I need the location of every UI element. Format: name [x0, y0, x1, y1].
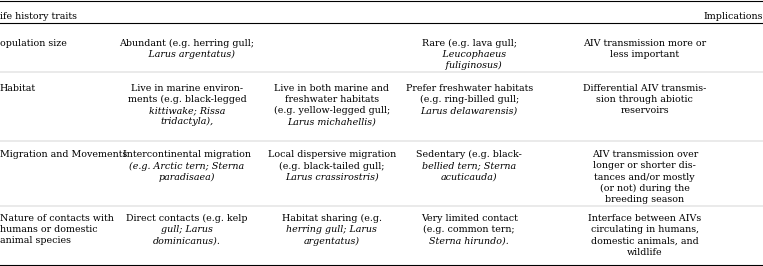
- Text: (e.g. black-tailed gull;: (e.g. black-tailed gull;: [279, 161, 385, 171]
- Text: Very limited contact: Very limited contact: [421, 214, 517, 223]
- Text: Direct contacts (e.g. kelp: Direct contacts (e.g. kelp: [126, 214, 248, 223]
- Text: ments (e.g. black-legged: ments (e.g. black-legged: [127, 95, 246, 104]
- Text: breeding season: breeding season: [605, 195, 684, 204]
- Text: domestic animals, and: domestic animals, and: [591, 236, 699, 246]
- Text: reservoirs: reservoirs: [620, 106, 669, 115]
- Text: Differential AIV transmis-: Differential AIV transmis-: [583, 84, 707, 93]
- Text: longer or shorter dis-: longer or shorter dis-: [594, 161, 696, 171]
- Text: paradisaea): paradisaea): [159, 173, 215, 182]
- Text: Sedentary (e.g. black-: Sedentary (e.g. black-: [417, 150, 522, 159]
- Text: animal species: animal species: [0, 236, 71, 246]
- Text: sion through abiotic: sion through abiotic: [597, 95, 693, 104]
- Text: Habitat: Habitat: [0, 84, 36, 93]
- Text: Live in both marine and: Live in both marine and: [275, 84, 389, 93]
- Text: Implications: Implications: [703, 12, 763, 21]
- Text: Interface between AIVs: Interface between AIVs: [588, 214, 701, 223]
- Text: Local dispersive migration: Local dispersive migration: [268, 150, 396, 159]
- Text: Prefer freshwater habitats: Prefer freshwater habitats: [406, 84, 533, 93]
- Text: (e.g. ring-billed gull;: (e.g. ring-billed gull;: [420, 95, 519, 104]
- Text: (e.g. yellow-legged gull;: (e.g. yellow-legged gull;: [274, 106, 390, 115]
- Text: herring gull; Larus: herring gull; Larus: [286, 225, 378, 234]
- Text: Nature of contacts with: Nature of contacts with: [0, 214, 114, 223]
- Text: acuticauda): acuticauda): [441, 173, 497, 182]
- Text: argentatus): argentatus): [304, 236, 360, 246]
- Text: Migration and Movements: Migration and Movements: [0, 150, 127, 159]
- Text: fuliginosus): fuliginosus): [436, 61, 502, 70]
- Text: ife history traits: ife history traits: [0, 12, 77, 21]
- Text: Live in marine environ-: Live in marine environ-: [131, 84, 243, 93]
- Text: humans or domestic: humans or domestic: [0, 225, 98, 234]
- Text: opulation size: opulation size: [0, 39, 67, 48]
- Text: (e.g. Arctic tern; Sterna: (e.g. Arctic tern; Sterna: [130, 161, 244, 171]
- Text: bellied tern; Sterna: bellied tern; Sterna: [422, 161, 517, 171]
- Text: tances and/or mostly: tances and/or mostly: [594, 173, 695, 182]
- Text: Abundant (e.g. herring gull;: Abundant (e.g. herring gull;: [120, 39, 254, 48]
- Text: Intercontinental migration: Intercontinental migration: [123, 150, 251, 159]
- Text: wildlife: wildlife: [627, 248, 662, 257]
- Text: (or not) during the: (or not) during the: [600, 184, 690, 193]
- Text: circulating in humans,: circulating in humans,: [591, 225, 699, 234]
- Text: Larus michahellis): Larus michahellis): [288, 117, 376, 126]
- Text: kittiwake; Rissa: kittiwake; Rissa: [149, 106, 225, 115]
- Text: AIV transmission more or: AIV transmission more or: [583, 39, 707, 48]
- Text: Larus crassirostris): Larus crassirostris): [285, 173, 378, 182]
- Text: dominicanus).: dominicanus).: [153, 236, 221, 246]
- Text: Larus argentatus): Larus argentatus): [139, 50, 235, 59]
- Text: less important: less important: [610, 50, 679, 59]
- Text: (e.g. common tern;: (e.g. common tern;: [423, 225, 515, 234]
- Text: Rare (e.g. lava gull;: Rare (e.g. lava gull;: [422, 39, 517, 48]
- Text: Sterna hirundo).: Sterna hirundo).: [430, 236, 509, 246]
- Text: gull; Larus: gull; Larus: [161, 225, 213, 234]
- Text: Leucophaeus: Leucophaeus: [433, 50, 506, 59]
- Text: freshwater habitats: freshwater habitats: [285, 95, 379, 104]
- Text: tridactyla),: tridactyla),: [160, 117, 214, 126]
- Text: AIV transmission over: AIV transmission over: [591, 150, 698, 159]
- Text: Larus delawarensis): Larus delawarensis): [420, 106, 518, 115]
- Text: Habitat sharing (e.g.: Habitat sharing (e.g.: [282, 214, 382, 223]
